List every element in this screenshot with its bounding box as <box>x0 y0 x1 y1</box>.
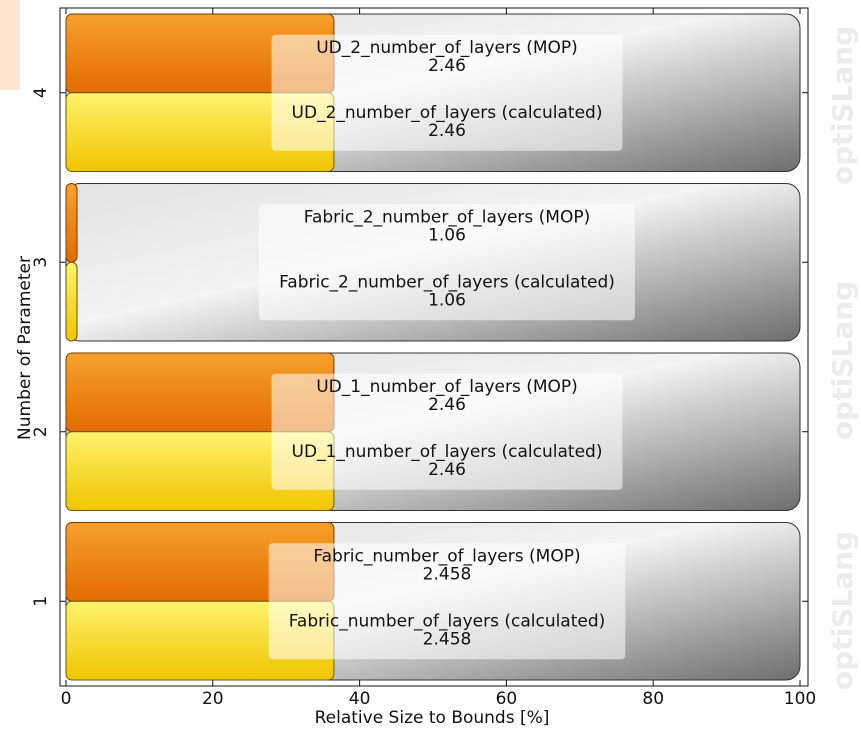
x-tick-label-40: 40 <box>349 689 371 709</box>
annotation-box-3 <box>259 204 635 321</box>
annotation-3: Fabric_2_number_of_layers (MOP)1.06Fabri… <box>259 204 635 321</box>
x-tick-label-80: 80 <box>642 689 664 709</box>
calc-value-3: 1.06 <box>428 290 466 310</box>
calc-value-1: 2.458 <box>423 629 472 649</box>
watermark-3: optiSLang <box>826 531 859 690</box>
mop-label-4: UD_2_number_of_layers (MOP) <box>316 38 578 58</box>
mop-label-1: Fabric_number_of_layers (MOP) <box>313 546 580 566</box>
annotation-box-2 <box>271 373 623 490</box>
mop-value-1: 2.458 <box>423 564 472 584</box>
x-tick-label-0: 0 <box>61 689 72 709</box>
calc-value-4: 2.46 <box>428 121 466 141</box>
mop-label-2: UD_1_number_of_layers (MOP) <box>316 377 578 397</box>
mop-value-4: 2.46 <box>428 56 466 76</box>
y-axis-title: Number of Parameter <box>15 256 35 440</box>
mop-label-3: Fabric_2_number_of_layers (MOP) <box>304 207 591 227</box>
x-axis-title: Relative Size to Bounds [%] <box>315 708 550 728</box>
calc-value-2: 2.46 <box>428 460 466 480</box>
mop-value-3: 1.06 <box>428 225 466 245</box>
y-tick-label-1: 1 <box>31 596 51 607</box>
x-tick-label-20: 20 <box>202 689 224 709</box>
calc-label-3: Fabric_2_number_of_layers (calculated) <box>279 272 615 292</box>
y-tick-label-3: 3 <box>31 257 51 268</box>
y-tick-label-4: 4 <box>31 87 51 98</box>
annotation-box-4 <box>271 34 623 151</box>
annotation-2: UD_1_number_of_layers (MOP)2.46UD_1_numb… <box>271 373 623 490</box>
calc-label-1: Fabric_number_of_layers (calculated) <box>289 611 606 631</box>
x-tick-label-100: 100 <box>784 689 816 709</box>
annotation-4: UD_2_number_of_layers (MOP)2.46UD_2_numb… <box>271 34 623 151</box>
corner-decoration <box>0 0 20 90</box>
x-tick-label-60: 60 <box>496 689 518 709</box>
bar-mop-3 <box>65 183 78 263</box>
watermark-group: optiSLang optiSLang optiSLang <box>826 26 859 690</box>
calc-label-4: UD_2_number_of_layers (calculated) <box>292 103 603 123</box>
calc-label-2: UD_1_number_of_layers (calculated) <box>292 442 603 462</box>
watermark-2: optiSLang <box>826 281 859 440</box>
watermark-1: optiSLang <box>826 26 859 185</box>
annotation-layer: Fabric_number_of_layers (MOP)2.458Fabric… <box>259 34 635 660</box>
annotation-1: Fabric_number_of_layers (MOP)2.458Fabric… <box>268 543 626 660</box>
mop-value-2: 2.46 <box>428 395 466 415</box>
bar-calculated-3 <box>65 261 78 342</box>
plot-frame <box>59 7 809 687</box>
annotation-box-1 <box>268 543 626 660</box>
y-tick-label-2: 2 <box>31 426 51 437</box>
